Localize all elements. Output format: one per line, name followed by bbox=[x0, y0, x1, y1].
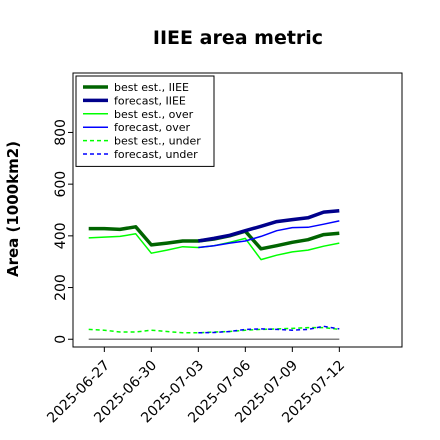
x-axis: 2025-06-272025-06-302025-07-032025-07-06… bbox=[44, 347, 348, 426]
y-axis-label: Area (1000km2) bbox=[4, 141, 22, 277]
legend-label: best est., under bbox=[114, 135, 201, 148]
series-line-forecast-over bbox=[198, 220, 340, 249]
legend-label: forecast, over bbox=[114, 121, 190, 134]
y-tick-label: 400 bbox=[53, 222, 69, 249]
legend-label: best est., over bbox=[114, 108, 194, 121]
y-tick-label: 600 bbox=[53, 171, 69, 198]
y-axis: 0 200 400 600 800 bbox=[53, 119, 73, 344]
legend-box bbox=[75, 75, 215, 167]
legend-label: forecast, IIEE bbox=[114, 94, 186, 107]
series-line-forecast-iiee bbox=[198, 209, 340, 243]
legend-label: forecast, under bbox=[114, 148, 198, 161]
series-line-forecast-under bbox=[198, 325, 340, 334]
chart-title: IIEE area metric bbox=[153, 27, 323, 49]
plot-frame bbox=[72, 72, 403, 348]
y-tick-label: 800 bbox=[53, 119, 69, 146]
y-tick-label: 200 bbox=[53, 274, 69, 301]
y-tick-label: 0 bbox=[53, 335, 69, 344]
legend-label: best est., IIEE bbox=[114, 81, 189, 94]
plot-area bbox=[88, 209, 340, 340]
